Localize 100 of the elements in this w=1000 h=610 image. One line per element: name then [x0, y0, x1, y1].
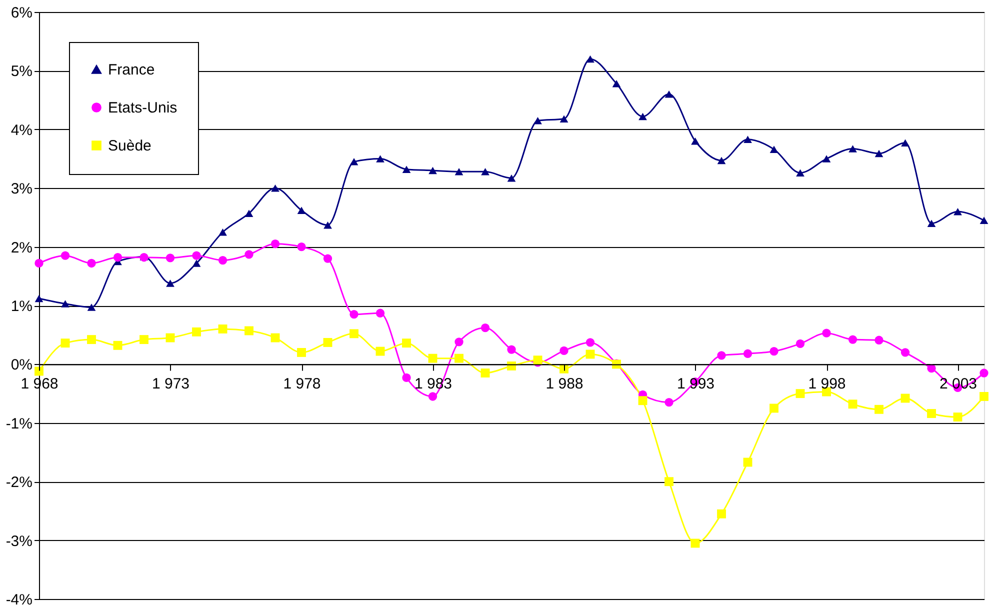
- point: [480, 368, 490, 378]
- point: [507, 174, 516, 182]
- point: [324, 221, 332, 229]
- point: [297, 242, 306, 252]
- point: [717, 156, 726, 164]
- y-tick-label: 0%: [10, 356, 32, 374]
- point: [848, 145, 857, 152]
- legend-label: Suède: [108, 138, 152, 154]
- point: [638, 112, 647, 120]
- point: [270, 240, 280, 248]
- point: [376, 346, 385, 356]
- y-tick-label: -1%: [6, 415, 32, 432]
- point: [192, 260, 201, 267]
- point: [166, 333, 175, 342]
- point: [244, 326, 254, 336]
- point: [428, 354, 438, 363]
- point: [638, 396, 648, 406]
- point: [350, 158, 358, 166]
- point: [323, 254, 332, 263]
- point: [691, 138, 700, 145]
- point: [481, 168, 490, 176]
- y-tick-label: 1%: [10, 298, 32, 315]
- point: [848, 400, 858, 409]
- point: [796, 169, 804, 176]
- point: [140, 335, 148, 344]
- y-tick-label: 2%: [10, 239, 32, 256]
- point: [744, 136, 752, 143]
- point: [428, 166, 437, 174]
- point: [586, 338, 595, 347]
- point: [927, 364, 936, 373]
- point: [350, 310, 358, 319]
- point: [586, 350, 595, 359]
- point: [822, 155, 831, 162]
- point: [218, 228, 227, 236]
- y-tick-label: 4%: [10, 122, 32, 139]
- point: [480, 323, 490, 332]
- y-tick-label: -4%: [6, 592, 32, 608]
- point: [61, 300, 70, 308]
- point: [244, 250, 254, 259]
- x-tick-label: 1 998: [808, 376, 846, 393]
- point: [60, 338, 70, 348]
- point: [218, 256, 228, 265]
- point: [166, 280, 174, 287]
- point: [533, 356, 542, 365]
- point: [743, 458, 752, 467]
- point: [900, 348, 910, 357]
- point: [297, 348, 306, 357]
- point: [874, 336, 884, 344]
- point: [560, 364, 568, 374]
- point: [690, 538, 700, 548]
- point: [534, 116, 542, 124]
- point: [297, 206, 306, 214]
- point: [848, 335, 858, 344]
- x-tick-label: 1 973: [152, 376, 190, 393]
- point: [192, 327, 201, 336]
- point: [34, 294, 44, 302]
- legend-label: Etats-Unis: [108, 100, 178, 116]
- point: [218, 324, 228, 334]
- point: [402, 338, 411, 348]
- point: [954, 208, 962, 216]
- point: [980, 392, 988, 401]
- point: [874, 150, 884, 158]
- point: [87, 258, 96, 268]
- y-tick-label: 5%: [10, 63, 32, 80]
- point: [34, 258, 44, 268]
- point: [953, 412, 962, 422]
- y-tick-label: -3%: [6, 532, 32, 550]
- point: [664, 477, 674, 486]
- point: [454, 354, 464, 363]
- point: [874, 404, 884, 414]
- point: [770, 146, 778, 153]
- legend-label: France: [108, 62, 155, 78]
- point: [664, 90, 674, 98]
- x-tick-label: 1 988: [546, 376, 584, 393]
- point: [60, 251, 70, 260]
- point: [507, 361, 516, 370]
- point: [796, 389, 805, 398]
- point: [376, 308, 385, 318]
- y-tick-label: -2%: [6, 474, 32, 492]
- point: [270, 333, 280, 342]
- point: [560, 346, 568, 356]
- point: [927, 409, 936, 418]
- point: [612, 80, 621, 88]
- point: [166, 254, 175, 262]
- point: [271, 184, 280, 192]
- point: [454, 338, 464, 346]
- point: [770, 404, 778, 413]
- point: [743, 349, 752, 358]
- point: [428, 392, 438, 401]
- point: [717, 509, 726, 518]
- point: [664, 398, 674, 407]
- point: [507, 345, 516, 354]
- point: [560, 115, 568, 122]
- point: [192, 251, 201, 260]
- point: [87, 335, 96, 344]
- point: [980, 216, 988, 224]
- point: [796, 339, 805, 348]
- point: [402, 373, 411, 382]
- point: [822, 328, 831, 338]
- x-tick-label: 1 978: [283, 376, 321, 393]
